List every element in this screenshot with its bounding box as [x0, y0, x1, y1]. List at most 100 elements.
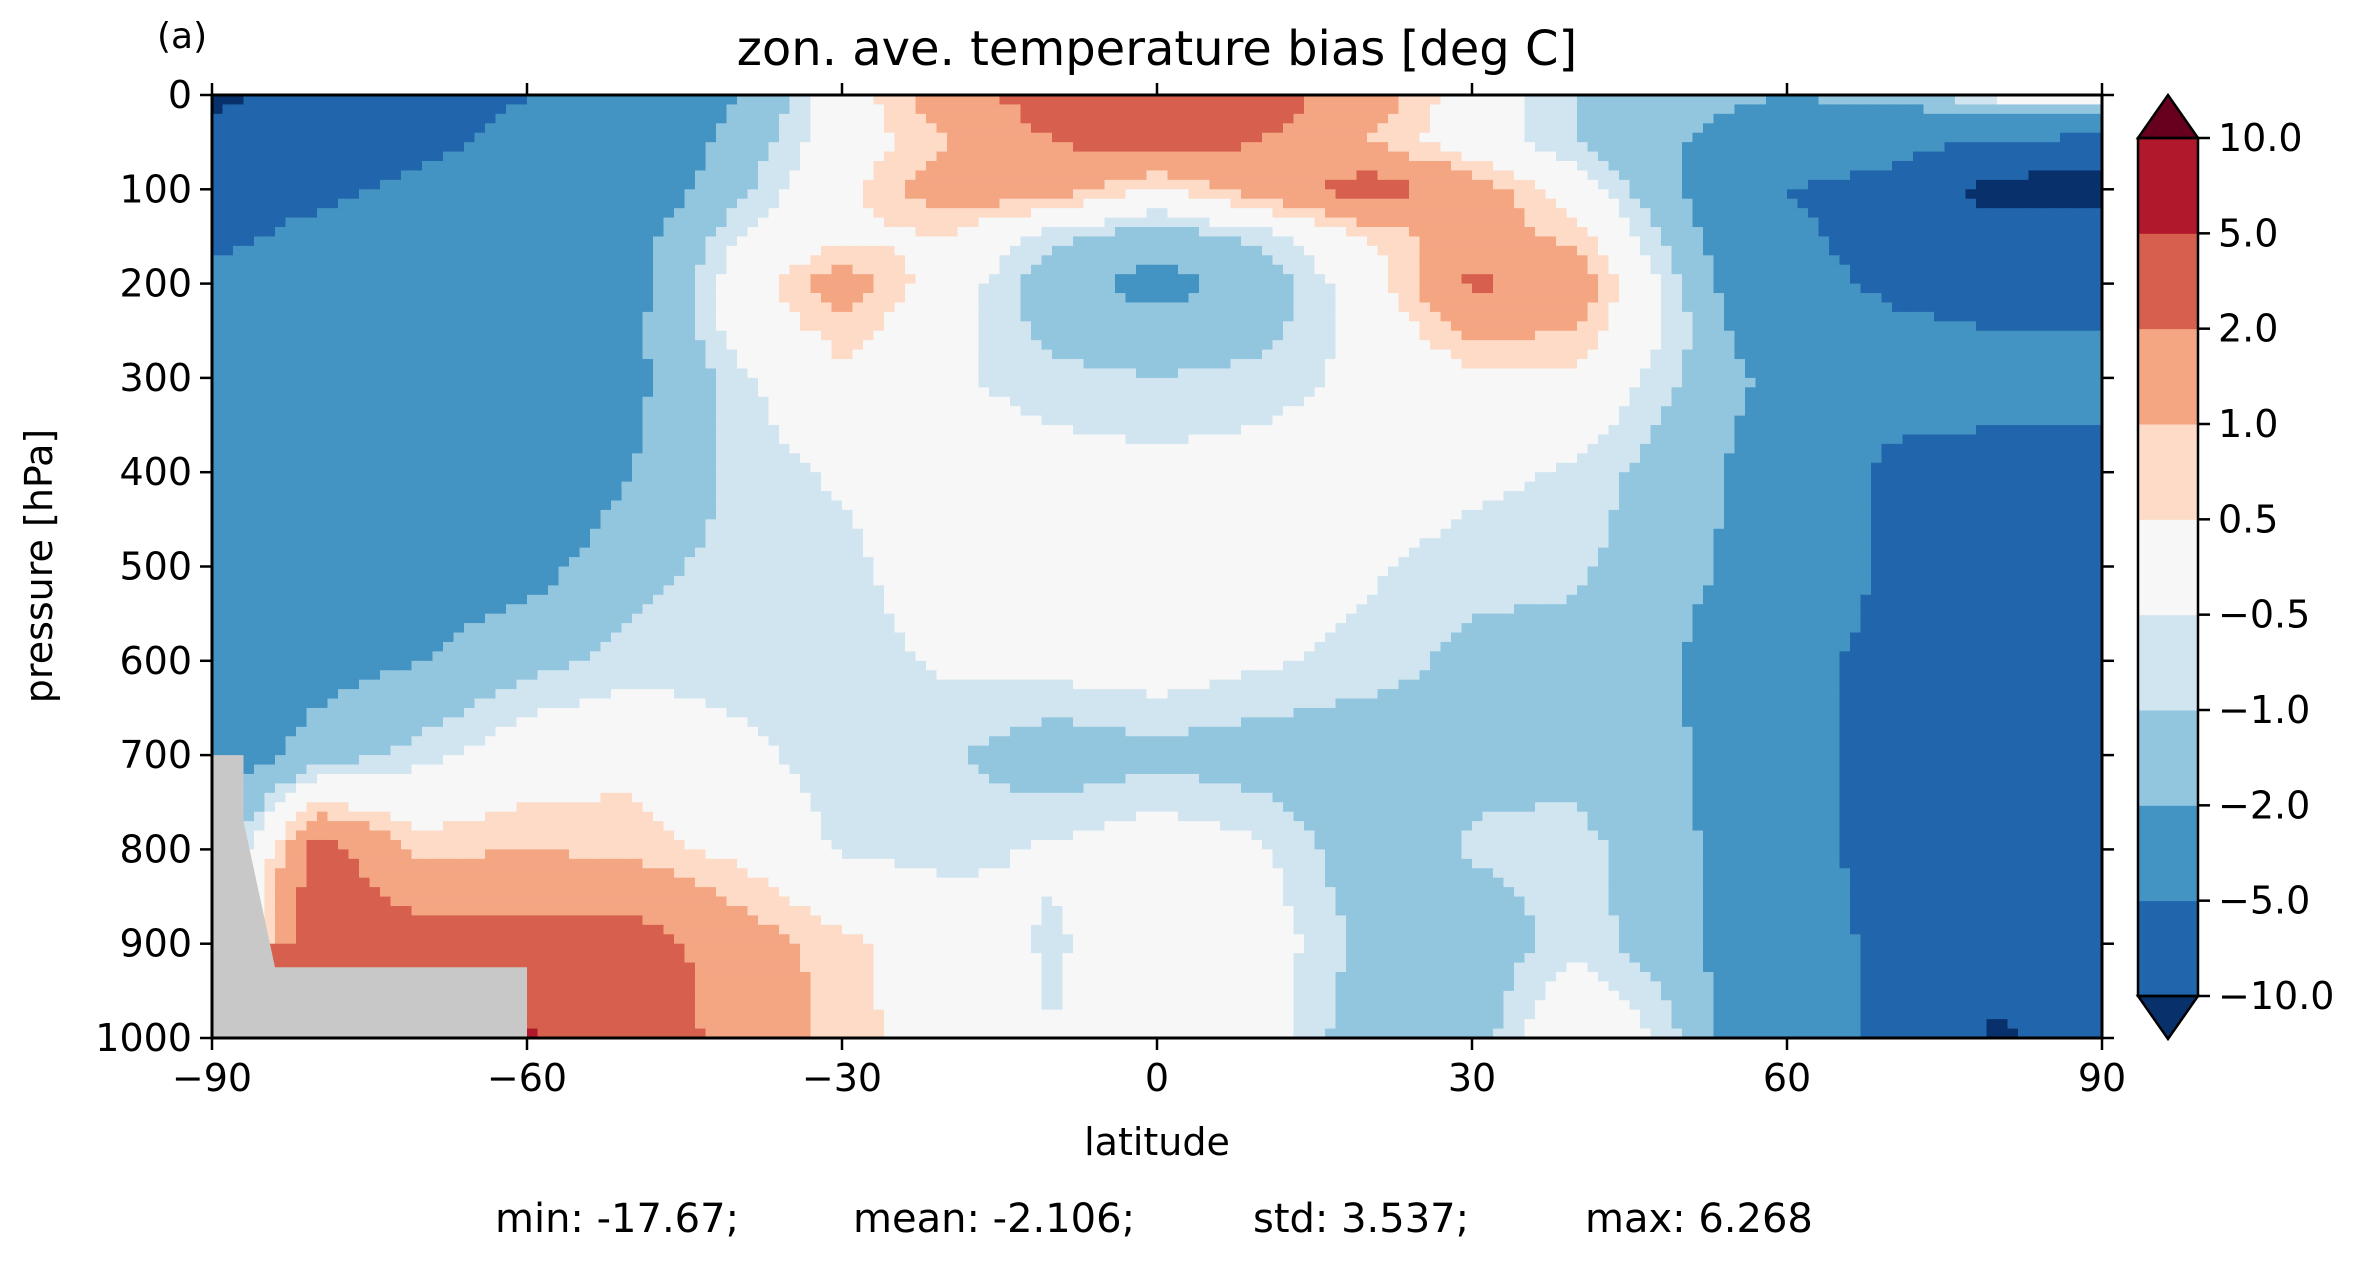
contour-cell [1923, 330, 1935, 341]
contour-cell [842, 274, 854, 285]
contour-cell [989, 283, 1001, 294]
contour-cell [1136, 283, 1148, 294]
contour-cell [1325, 283, 1337, 294]
contour-cell [1083, 161, 1095, 172]
contour-cell [1115, 113, 1127, 124]
contour-cell [1776, 302, 1788, 313]
contour-cell [758, 293, 770, 304]
contour-cell [999, 302, 1011, 313]
contour-cell [1251, 179, 1263, 190]
contour-cell [1535, 274, 1547, 285]
contour-cell [999, 349, 1011, 360]
contour-cell [2091, 283, 2103, 294]
contour-cell [1335, 274, 1347, 285]
contour-cell [1220, 217, 1232, 228]
contour-cell [2018, 104, 2030, 115]
contour-cell [233, 245, 245, 256]
contour-cell [957, 161, 969, 172]
contour-cell [747, 217, 759, 228]
contour-cell [1073, 227, 1085, 238]
contour-cell [1388, 189, 1400, 200]
contour-cell [1787, 198, 1799, 209]
contour-cell [1682, 161, 1694, 172]
contour-cell [1220, 349, 1232, 360]
contour-cell [695, 340, 707, 351]
contour-cell [590, 189, 602, 200]
contour-cell [1178, 179, 1190, 190]
contour-cell [1881, 227, 1893, 238]
contour-cell [1356, 227, 1368, 238]
contour-cell [1503, 227, 1515, 238]
contour-cell [852, 95, 864, 106]
contour-cell [1388, 151, 1400, 162]
contour-cell [674, 340, 686, 351]
contour-cell [411, 170, 423, 181]
contour-cell [1629, 170, 1641, 181]
contour-cell [1419, 95, 1431, 106]
contour-cell [989, 113, 1001, 124]
contour-cell [1566, 340, 1578, 351]
contour-cell [1776, 274, 1788, 285]
contour-cell [1314, 236, 1326, 247]
contour-cell [1409, 340, 1421, 351]
contour-cell [1125, 321, 1137, 332]
contour-cell [1818, 104, 1830, 115]
contour-cell [1031, 95, 1043, 106]
contour-cell [1986, 179, 1998, 190]
contour-cell [663, 302, 675, 313]
contour-cell [1041, 132, 1053, 143]
contour-cell [1682, 113, 1694, 124]
contour-cell [2007, 208, 2019, 219]
contour-cell [1944, 179, 1956, 190]
contour-cell [1587, 123, 1599, 134]
contour-cell [1073, 274, 1085, 285]
contour-cell [873, 161, 885, 172]
contour-cell [1976, 255, 1988, 266]
contour-cell [1976, 179, 1988, 190]
contour-cell [747, 179, 759, 190]
contour-cell [390, 321, 402, 332]
contour-cell [1766, 179, 1778, 190]
contour-cell [1944, 255, 1956, 266]
contour-cell [1734, 311, 1746, 322]
contour-cell [1598, 349, 1610, 360]
contour-cell [1178, 113, 1190, 124]
contour-cell [1577, 95, 1589, 106]
contour-cell [1934, 340, 1946, 351]
contour-cell [621, 170, 633, 181]
contour-cell [1451, 217, 1463, 228]
contour-cell [1125, 179, 1137, 190]
contour-cell [2081, 274, 2093, 285]
contour-cell [474, 170, 486, 181]
contour-cell [1283, 227, 1295, 238]
contour-cell [338, 321, 350, 332]
contour-cell [1377, 340, 1389, 351]
contour-cell [1587, 264, 1599, 275]
contour-cell [1073, 104, 1085, 115]
contour-cell [2018, 321, 2030, 332]
contour-cell [1346, 321, 1358, 332]
contour-cell [474, 311, 486, 322]
contour-cell [915, 311, 927, 322]
contour-cell [1545, 264, 1557, 275]
contour-cell [968, 227, 980, 238]
contour-cell [1377, 161, 1389, 172]
contour-cell [2007, 330, 2019, 341]
contour-cell [1692, 321, 1704, 332]
contour-cell [306, 283, 318, 294]
contour-cell [1850, 340, 1862, 351]
contour-cell [1755, 293, 1767, 304]
contour-cell [1734, 245, 1746, 256]
contour-cell [212, 123, 224, 134]
contour-cell [789, 349, 801, 360]
contour-cell [1356, 293, 1368, 304]
contour-cell [1797, 161, 1809, 172]
contour-cell [1199, 104, 1211, 115]
contour-cell [1881, 179, 1893, 190]
contour-cell [264, 161, 276, 172]
contour-cell [1787, 302, 1799, 313]
contour-cell [1629, 189, 1641, 200]
contour-cell [1157, 330, 1169, 341]
contour-cell [716, 245, 728, 256]
contour-cell [1566, 330, 1578, 341]
